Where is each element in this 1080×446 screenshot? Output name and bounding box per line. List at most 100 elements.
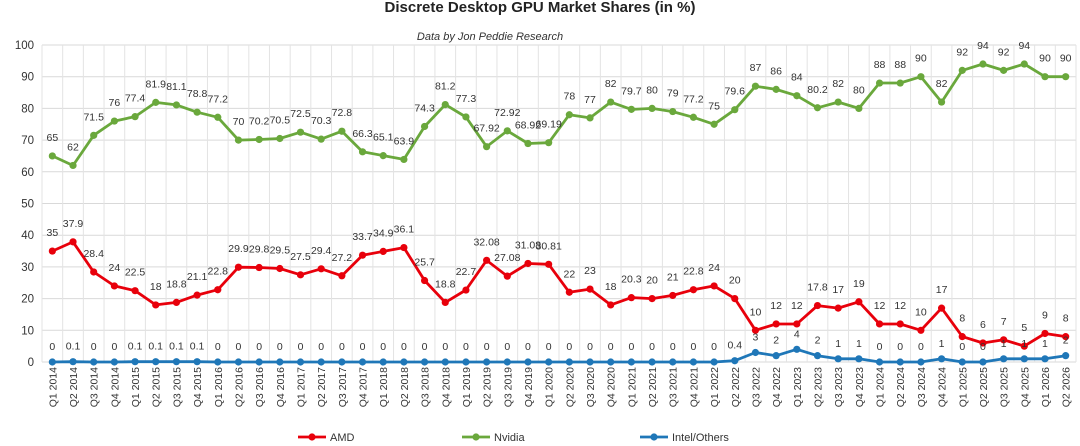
x-tick-label: Q4 2017: [358, 367, 370, 407]
data-point: [855, 298, 863, 306]
data-label: 0: [959, 341, 965, 353]
data-label: 23: [584, 265, 596, 277]
data-label: 0: [442, 341, 448, 353]
data-label: 1: [1042, 338, 1048, 350]
data-point: [524, 358, 532, 366]
data-point: [586, 285, 594, 293]
data-label: 24: [708, 262, 720, 274]
data-label: 22.5: [125, 267, 146, 279]
data-label: 0.1: [169, 341, 184, 353]
data-label: 18: [150, 281, 162, 293]
legend-marker: [472, 433, 480, 441]
x-tick-label: Q1 2016: [213, 367, 225, 407]
data-label: 22: [563, 268, 575, 280]
data-label: 18.8: [435, 278, 456, 290]
data-label: 1: [856, 338, 862, 350]
data-point: [545, 358, 553, 366]
data-label: 4: [794, 328, 800, 340]
data-label: 72.8: [332, 107, 353, 119]
legend-label: AMD: [330, 432, 355, 444]
data-label: 0: [215, 341, 221, 353]
x-tick-label: Q1 2022: [709, 367, 721, 407]
data-point: [875, 79, 884, 87]
data-point: [772, 320, 780, 328]
data-label: 0: [897, 341, 903, 353]
data-label: 0: [608, 341, 614, 353]
data-label: 70.3: [311, 115, 332, 127]
data-point: [338, 358, 346, 366]
data-label: 74.3: [414, 102, 435, 114]
data-point: [545, 139, 553, 147]
data-point: [545, 260, 553, 268]
data-point: [152, 358, 160, 366]
data-label: 29.9: [228, 243, 249, 255]
x-tick-label: Q3 2021: [668, 367, 680, 407]
y-tick-label: 90: [21, 72, 34, 84]
data-point: [731, 295, 739, 303]
data-point: [627, 105, 635, 113]
data-label: 92: [998, 46, 1010, 58]
x-tick-label: Q4 2018: [440, 367, 452, 407]
data-label: 77.3: [456, 93, 477, 105]
data-point: [772, 85, 780, 93]
data-point: [172, 101, 181, 109]
data-label: 0: [628, 341, 634, 353]
data-label: 21.1: [187, 271, 208, 283]
data-label: 5: [1021, 322, 1027, 334]
data-point: [131, 358, 139, 366]
data-label: 0: [463, 341, 469, 353]
data-point: [379, 152, 387, 160]
data-point: [296, 271, 305, 279]
y-tick-label: 30: [21, 262, 34, 274]
data-point: [503, 127, 511, 135]
data-point: [483, 256, 491, 264]
data-label: 24: [109, 262, 121, 274]
data-label: 22.8: [208, 266, 229, 278]
data-label: 29.4: [311, 245, 332, 257]
x-tick-label: Q4 2016: [275, 367, 287, 407]
data-point: [152, 301, 160, 309]
data-point: [379, 247, 387, 255]
data-point: [400, 358, 408, 366]
data-point: [358, 251, 367, 259]
data-point: [1000, 355, 1008, 363]
data-label: 63.9: [394, 135, 415, 147]
data-label: 86: [770, 65, 782, 77]
data-point: [276, 134, 284, 143]
data-point: [834, 98, 842, 106]
data-label: 0: [91, 341, 97, 353]
data-label: 17: [936, 284, 948, 296]
data-label: 76: [109, 97, 121, 109]
data-label: 94: [977, 40, 989, 52]
data-label: 12: [791, 300, 803, 312]
data-label: 92: [956, 46, 968, 58]
x-tick-label: Q2 2020: [564, 367, 576, 407]
x-tick-label: Q1 2023: [792, 367, 804, 407]
data-point: [110, 282, 118, 290]
data-point: [296, 128, 305, 136]
x-tick-label: Q2 2014: [68, 367, 80, 407]
x-tick-label: Q2 2025: [978, 367, 990, 407]
data-label: 12: [770, 300, 782, 312]
data-label: 88: [894, 59, 906, 71]
y-tick-label: 100: [15, 40, 34, 52]
data-label: 10: [915, 306, 927, 318]
data-label: 2: [1063, 335, 1069, 347]
y-tick-label: 40: [21, 230, 34, 242]
data-label: 0: [318, 341, 324, 353]
data-label: 12: [874, 300, 886, 312]
data-point: [317, 265, 325, 273]
data-label: 90: [1060, 53, 1072, 65]
data-label: 20: [646, 275, 658, 287]
data-label: 20: [729, 275, 741, 287]
data-point: [441, 358, 449, 366]
x-tick-label: Q2 2018: [399, 367, 411, 407]
x-tick-label: Q1 2020: [544, 367, 556, 407]
data-label: 81.9: [146, 78, 167, 90]
data-point: [979, 358, 987, 366]
data-label: 0: [484, 341, 490, 353]
data-point: [48, 152, 56, 160]
data-label: 20.3: [621, 274, 642, 286]
data-label: 66.3: [352, 128, 373, 140]
data-label: 90: [1039, 53, 1051, 65]
